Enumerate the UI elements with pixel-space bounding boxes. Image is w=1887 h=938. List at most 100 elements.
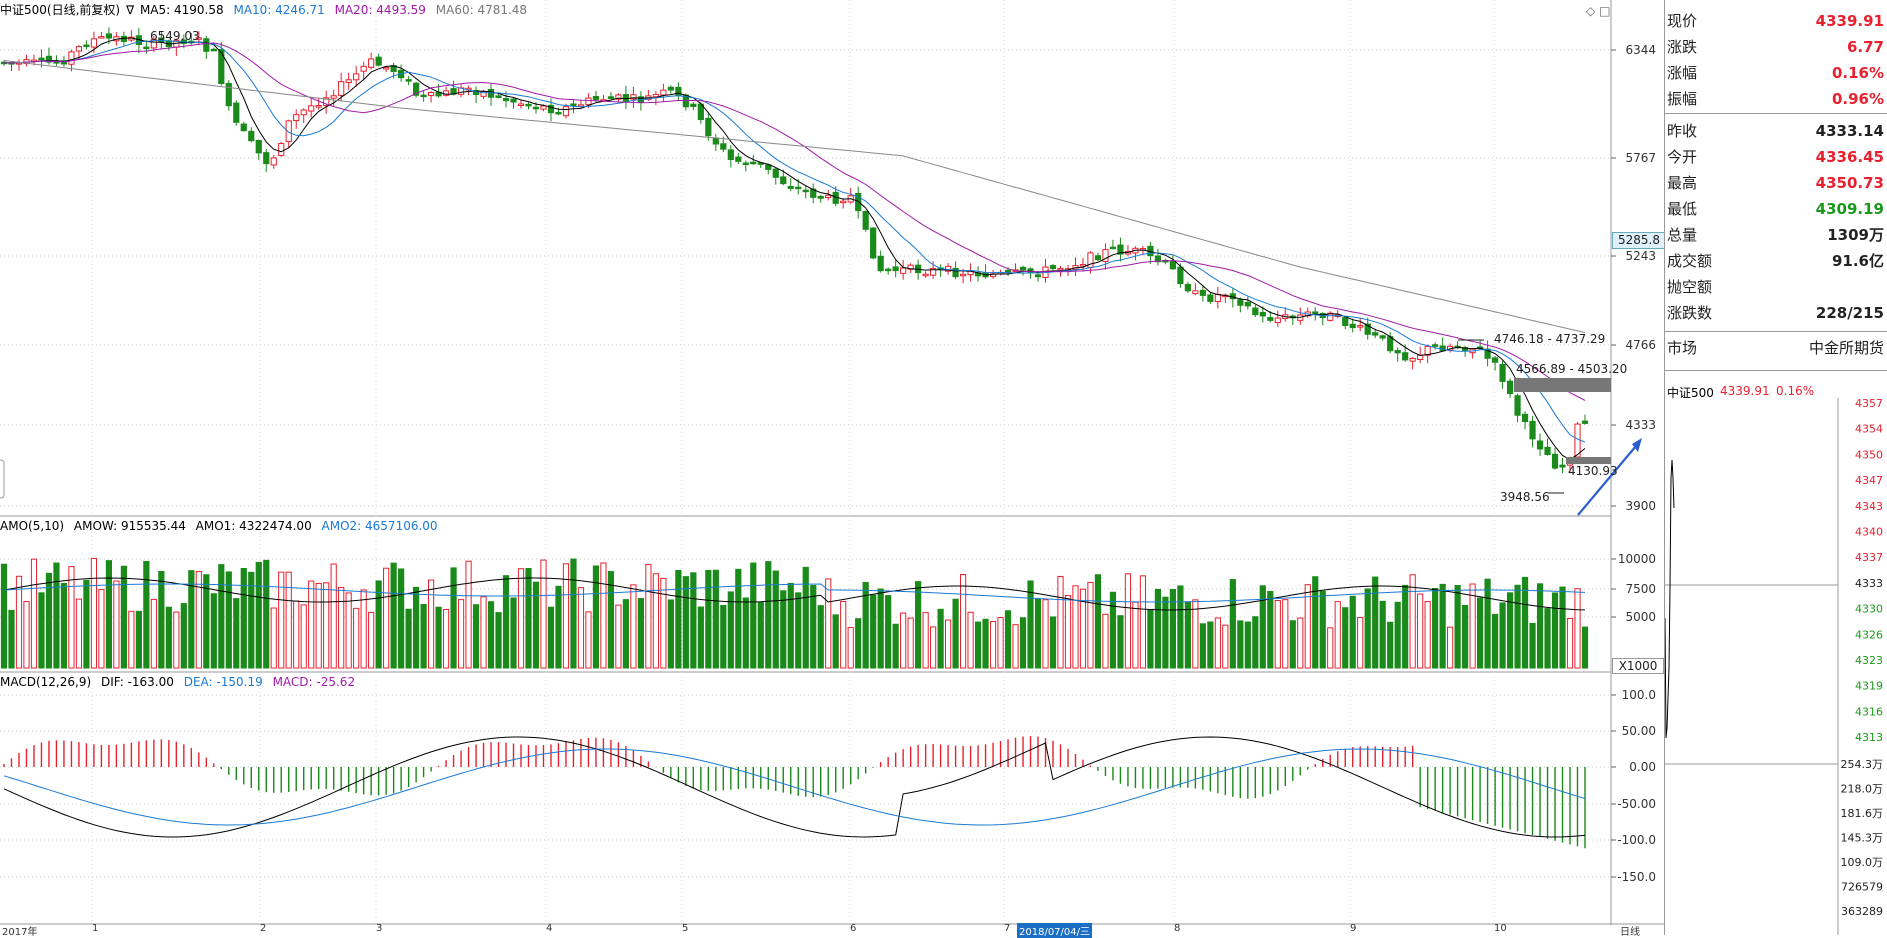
volume-bar	[697, 606, 704, 669]
candle-body	[105, 33, 113, 39]
range-label-1: 4746.18 - 4737.29	[1494, 332, 1606, 346]
candle-body	[98, 36, 105, 39]
amo1-line	[3, 577, 1586, 611]
volume-bar	[757, 601, 764, 669]
volume-bar	[502, 575, 510, 669]
volume-bar	[30, 558, 38, 669]
volume-bar	[128, 610, 135, 669]
mini-price-label: 4333	[1855, 577, 1883, 590]
candle-body	[143, 46, 150, 50]
candle-body	[1349, 323, 1356, 329]
candle-body	[293, 114, 300, 122]
quote-value: 4336.45	[1815, 148, 1884, 166]
volume-bar	[1357, 616, 1364, 669]
date-label: 7	[1004, 923, 1011, 934]
period-tab[interactable]: 日线	[1620, 927, 1640, 938]
intraday-chart[interactable]: 4357 4354 4350 4347 4343 4340 4337 4333 4330 4326…	[1665, 398, 1887, 935]
candle-body	[607, 96, 615, 99]
volume-bar	[1012, 624, 1019, 669]
candle-body	[1102, 249, 1109, 262]
candle-body	[930, 268, 937, 276]
volume-bar	[495, 612, 502, 669]
volume-bar	[23, 601, 30, 669]
volume-bar	[690, 572, 697, 669]
volume-bar	[1379, 600, 1386, 669]
volume-bar	[338, 586, 345, 669]
volume-bar	[270, 607, 277, 669]
volume-bar	[885, 595, 892, 669]
candle-body	[248, 130, 255, 142]
candle-body	[413, 82, 420, 96]
candle-body	[1169, 260, 1176, 270]
volume-bar	[1094, 574, 1102, 669]
diamond-icon[interactable]: ◇	[1586, 4, 1596, 18]
square-icon[interactable]: □	[1599, 4, 1611, 18]
candle-body	[1034, 274, 1042, 278]
candle-body	[795, 186, 802, 190]
date-label: 6	[850, 923, 857, 934]
candle-body	[547, 104, 555, 114]
macd-axis-label: -150.0	[1617, 870, 1656, 884]
candle-body	[585, 97, 592, 106]
volume-bar	[1274, 600, 1281, 669]
ma60-line	[3, 60, 1586, 334]
volume-bar	[1252, 616, 1259, 669]
candle-body	[592, 95, 600, 100]
amo2-line	[3, 583, 1586, 603]
volume-bar	[487, 601, 495, 669]
volume-bar	[98, 589, 105, 669]
candle-body	[218, 49, 225, 84]
volume-bar	[930, 626, 937, 669]
volume-bar	[1581, 626, 1589, 669]
volume-bar	[615, 604, 622, 669]
candle-body	[1559, 464, 1566, 468]
candle-body	[1357, 325, 1364, 328]
mini-price-label: 4313	[1855, 731, 1883, 744]
volume-bar	[1004, 610, 1012, 669]
volume-bar	[937, 608, 944, 669]
market-label: 市场	[1667, 339, 1698, 357]
volume-bar	[855, 618, 862, 669]
volume-bar	[1521, 576, 1529, 669]
candle-body	[1004, 269, 1012, 273]
candle-body	[1342, 317, 1349, 326]
candlestick-chart[interactable]	[0, 0, 1664, 935]
volume-bar	[1514, 584, 1521, 669]
volume-bar	[143, 560, 150, 669]
candle-body	[787, 185, 794, 189]
high-price-label: 6549.03	[150, 29, 200, 43]
macd-axis-label: 0.00	[1629, 760, 1656, 774]
ma10-line	[3, 39, 1586, 443]
volume-bar	[465, 560, 472, 669]
candle-body	[1372, 332, 1379, 336]
candle-body	[959, 273, 967, 277]
amo-name: AMO(5,10)	[0, 519, 65, 533]
ma20-line	[3, 42, 1586, 401]
volume-bar	[1154, 588, 1162, 669]
candle-body	[420, 94, 427, 98]
macd-axis-label: -100.0	[1617, 833, 1656, 847]
volume-bar	[1499, 602, 1506, 669]
volume-bar	[1289, 620, 1296, 669]
mini-price-label: 4319	[1855, 680, 1883, 693]
candle-body	[810, 188, 817, 198]
candle-body	[855, 193, 862, 212]
volume-bar	[1417, 593, 1424, 669]
mini-volume-label: 109.0万	[1841, 856, 1884, 869]
volume-bar	[555, 585, 562, 669]
volume-bar	[1034, 598, 1042, 669]
volume-bar	[1229, 579, 1236, 669]
volume-bar	[735, 568, 742, 669]
volume-bar	[1259, 585, 1266, 669]
volume-bar	[38, 592, 45, 669]
price-axis-label: 3900	[1625, 499, 1656, 513]
volume-bar	[60, 582, 68, 669]
candle-body	[1267, 317, 1274, 321]
quote-row: 最高 4350.73	[1665, 170, 1887, 196]
mini-volume-label: 726579	[1841, 881, 1883, 894]
volume-bar	[315, 582, 322, 669]
candle-body	[780, 176, 787, 185]
legend-dropdown-icon[interactable]: ∇	[126, 3, 135, 17]
candle-body	[892, 266, 899, 272]
volume-bar	[278, 571, 285, 669]
